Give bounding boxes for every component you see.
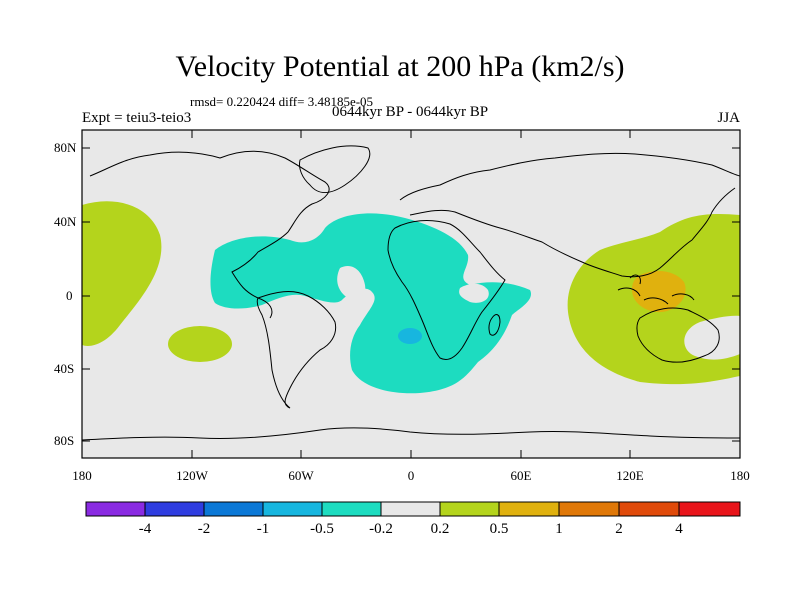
- colorbar-label: 0.5: [489, 521, 509, 537]
- lon-tick-label: 180: [72, 468, 92, 483]
- anomaly-central-pacific: [82, 201, 162, 346]
- coast-australia: [636, 307, 720, 363]
- colorbar-box: [558, 501, 620, 517]
- coast-south-america: [256, 291, 337, 409]
- coast-north-america: [89, 150, 330, 319]
- period-text: 0644kyr BP - 0644kyr BP: [331, 104, 489, 120]
- coast-africa: [387, 220, 506, 361]
- experiment-text: Expt = teiu3-teio3: [82, 110, 192, 126]
- colorbar-box: [439, 501, 500, 517]
- lat-tick-label: 40S: [54, 361, 75, 376]
- lon-tick-label: 120E: [616, 468, 644, 483]
- colorbar-box: [498, 501, 560, 517]
- colorbar-box: [262, 501, 323, 517]
- gap-south-america: [337, 265, 366, 299]
- colorbar-box: [144, 501, 205, 517]
- lon-tick-label: 180: [730, 468, 750, 483]
- lon-tick-label: 60E: [510, 468, 532, 483]
- colorbar-label: -1: [256, 521, 270, 537]
- coast-antarctica: [81, 427, 741, 441]
- colorbar-box: [321, 501, 382, 517]
- coast-madagascar: [488, 314, 501, 336]
- anomaly-tropical-atlantic: [210, 213, 531, 394]
- colorbar-label: 4: [675, 521, 683, 537]
- colorbar: [85, 501, 741, 517]
- colorbar-label: 1: [555, 521, 563, 537]
- colorbar-label: -0.5: [310, 521, 334, 537]
- lat-tick-label: 0: [66, 288, 73, 303]
- lat-tick-label: 40N: [54, 214, 77, 229]
- coast-indonesia: [617, 274, 695, 305]
- colorbar-label: -2: [197, 521, 211, 537]
- lon-tick-label: 60W: [288, 468, 314, 483]
- colorbar-label: 0.2: [430, 521, 450, 537]
- colorbar-box: [203, 501, 264, 517]
- stats-text: rmsd= 0.220424 diff= 3.48185e-05: [190, 94, 374, 109]
- colorbar-box: [380, 501, 441, 517]
- lon-tick-label: 120W: [176, 468, 208, 483]
- season-text: JJA: [717, 110, 740, 126]
- anomaly-south-pacific: [168, 326, 232, 362]
- colorbar-label: -0.2: [369, 521, 393, 537]
- anomaly-maritime-max: [632, 270, 686, 313]
- gap-africa: [459, 283, 489, 303]
- figure-title: Velocity Potential at 200 hPa (km2/s): [175, 50, 625, 83]
- colorbar-box: [678, 501, 741, 517]
- anomaly-south-atlantic-min: [398, 328, 422, 344]
- colorbar-label: -4: [138, 521, 152, 537]
- colorbar-box: [618, 501, 680, 517]
- colorbar-box: [85, 501, 146, 517]
- lon-tick-label: 0: [407, 468, 415, 483]
- coast-greenland: [299, 145, 371, 193]
- lat-tick-label: 80S: [54, 433, 75, 448]
- lat-tick-label: 80N: [54, 140, 77, 155]
- colorbar-label: 2: [615, 521, 623, 537]
- coast-eurasia: [399, 152, 741, 278]
